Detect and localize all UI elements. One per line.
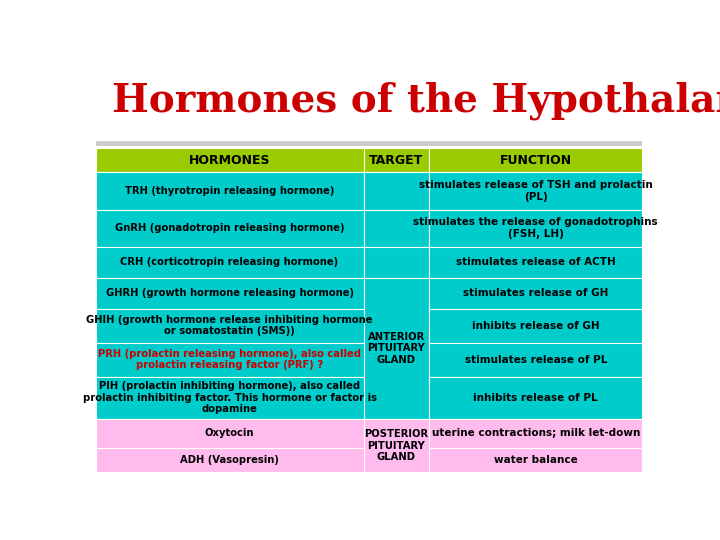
Text: FUNCTION: FUNCTION: [500, 153, 572, 167]
Text: inhibits release of PL: inhibits release of PL: [474, 393, 598, 403]
Bar: [429, 448, 642, 472]
Text: stimulates the release of gonadotrophins
(FSH, LH): stimulates the release of gonadotrophins…: [413, 218, 658, 239]
Bar: [96, 448, 364, 472]
Text: stimulates release of PL: stimulates release of PL: [464, 355, 607, 365]
Bar: [96, 376, 364, 419]
Bar: [429, 210, 642, 247]
Bar: [429, 376, 642, 419]
Text: HORMONES: HORMONES: [189, 153, 270, 167]
Bar: [364, 247, 429, 278]
Bar: [364, 148, 429, 172]
Text: GnRH (gonadotropin releasing hormone): GnRH (gonadotropin releasing hormone): [114, 223, 344, 233]
Bar: [96, 247, 364, 278]
Text: Hormones of the Hypothalamus: Hormones of the Hypothalamus: [112, 82, 720, 120]
Text: POSTERIOR
PITUITARY
GLAND: POSTERIOR PITUITARY GLAND: [364, 429, 428, 462]
Bar: [429, 148, 642, 172]
Text: ANTERIOR
PITUITARY
GLAND: ANTERIOR PITUITARY GLAND: [367, 332, 426, 365]
Bar: [96, 210, 364, 247]
Bar: [96, 419, 364, 448]
Bar: [429, 172, 642, 210]
Text: GHRH (growth hormone releasing hormone): GHRH (growth hormone releasing hormone): [106, 288, 354, 298]
Text: PRH (prolactin releasing hormone), also called
prolactin releasing factor (PRF) : PRH (prolactin releasing hormone), also …: [98, 349, 361, 370]
Text: Oxytocin: Oxytocin: [204, 428, 254, 438]
Text: stimulates release of TSH and prolactin
(PL): stimulates release of TSH and prolactin …: [419, 180, 652, 202]
Bar: [429, 308, 642, 342]
Bar: [364, 210, 429, 247]
Text: uterine contractions; milk let-down: uterine contractions; milk let-down: [431, 428, 640, 438]
Text: GHIH (growth hormone release inhibiting hormone
or somatostatin (SMS)): GHIH (growth hormone release inhibiting …: [86, 315, 373, 336]
Bar: [96, 308, 364, 342]
Text: stimulates release of GH: stimulates release of GH: [463, 288, 608, 298]
Bar: [96, 278, 364, 308]
Bar: [364, 278, 429, 419]
Text: inhibits release of GH: inhibits release of GH: [472, 321, 600, 330]
Bar: [364, 172, 429, 210]
Bar: [364, 419, 429, 472]
Bar: [96, 141, 642, 146]
Text: water balance: water balance: [494, 455, 577, 465]
Text: ADH (Vasopresin): ADH (Vasopresin): [180, 455, 279, 465]
Bar: [429, 419, 642, 448]
Text: TARGET: TARGET: [369, 153, 423, 167]
Bar: [96, 148, 364, 172]
Bar: [429, 278, 642, 308]
Bar: [96, 172, 364, 210]
Bar: [429, 342, 642, 376]
Bar: [96, 342, 364, 376]
Text: PIH (prolactin inhibiting hormone), also called
prolactin inhibiting factor. Thi: PIH (prolactin inhibiting hormone), also…: [83, 381, 377, 414]
Text: TRH (thyrotropin releasing hormone): TRH (thyrotropin releasing hormone): [125, 186, 334, 196]
Text: CRH (corticotropin releasing hormone): CRH (corticotropin releasing hormone): [120, 257, 338, 267]
Text: stimulates release of ACTH: stimulates release of ACTH: [456, 257, 616, 267]
Bar: [429, 247, 642, 278]
